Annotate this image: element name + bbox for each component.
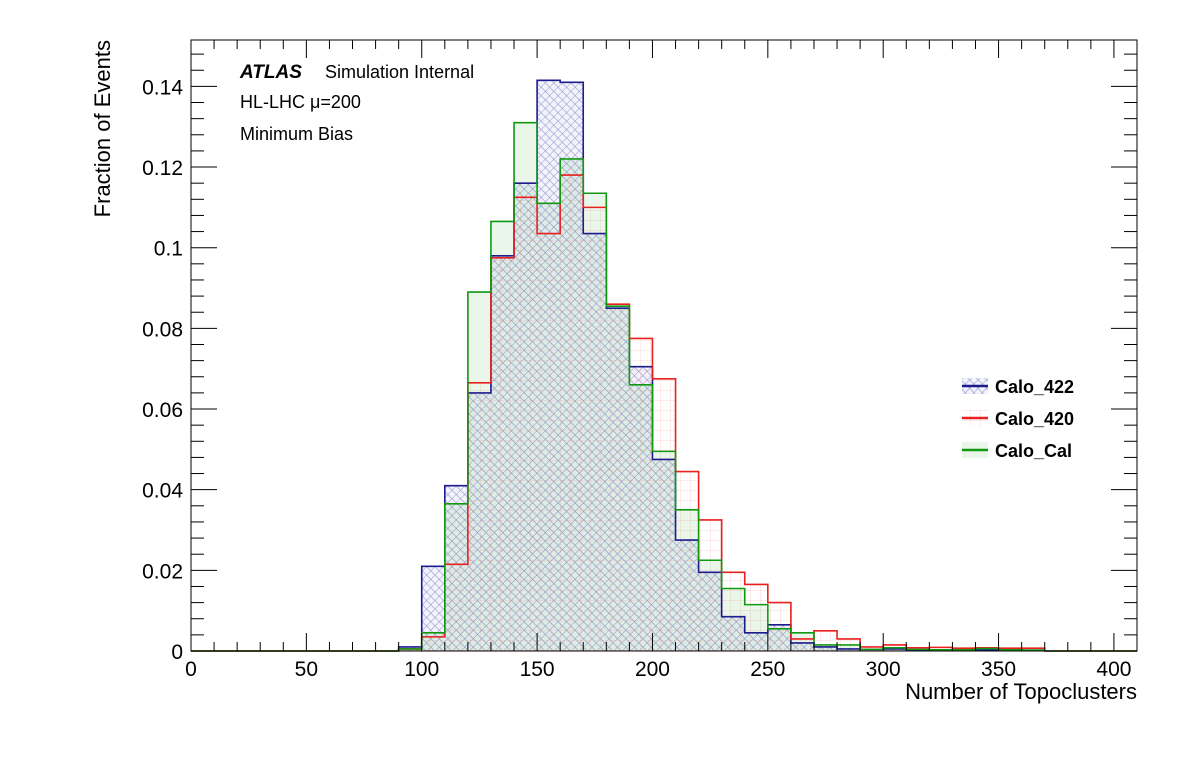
x-tick-label: 150 xyxy=(520,658,555,681)
legend-entry-Calo_420: Calo_420 xyxy=(962,409,1074,429)
x-tick-label: 250 xyxy=(750,658,785,681)
x-tick-label: 300 xyxy=(866,658,901,681)
legend-label: Calo_422 xyxy=(995,377,1074,397)
y-tick-label: 0.02 xyxy=(142,560,183,583)
x-tick-label: 400 xyxy=(1096,658,1131,681)
atlas-label: ATLAS xyxy=(239,62,302,83)
y-tick-label: 0.08 xyxy=(142,318,183,341)
legend-label: Calo_Cal xyxy=(995,441,1072,461)
legend-label: Calo_420 xyxy=(995,409,1074,429)
plot-border xyxy=(190,39,1138,652)
annotation-block: ATLAS Simulation Internal HL-LHC μ=200 M… xyxy=(239,62,474,144)
histogram-outlines xyxy=(191,79,1137,652)
y-tick-label: 0.06 xyxy=(142,399,183,422)
axis-tick-labels: 0 50 100 150 200 250 300 350 400 0 0.02 0.04 0.06 0.0… xyxy=(142,76,1131,681)
series-Calo_Cal xyxy=(191,121,1137,652)
legend-entry-Calo_422: Calo_422 xyxy=(962,377,1074,397)
y-tick-label: 0.1 xyxy=(154,238,183,261)
condition-label: HL-LHC μ=200 xyxy=(240,92,361,112)
series-fill-Calo_420 xyxy=(398,175,1045,652)
y-tick-label: 0.12 xyxy=(142,157,183,180)
x-tick-label: 350 xyxy=(981,658,1016,681)
series-fill-Calo_Cal xyxy=(398,122,1045,651)
legend: Calo_422 Calo_420 Calo_Cal xyxy=(962,377,1074,461)
x-tick-label: 100 xyxy=(404,658,439,681)
series-Calo_420 xyxy=(191,174,1137,652)
series-outline-Calo_Cal xyxy=(191,121,1137,652)
x-tick-label: 200 xyxy=(635,658,670,681)
y-tick-label: 0.14 xyxy=(142,76,183,99)
legend-entry-Calo_Cal: Calo_Cal xyxy=(962,441,1072,461)
atlas-suffix-label: Simulation Internal xyxy=(325,62,474,82)
plot-frame xyxy=(190,39,1138,652)
y-tick-label: 0 xyxy=(171,641,183,664)
axis-ticks xyxy=(190,40,1138,652)
x-axis-title: Number of Topoclusters xyxy=(905,679,1137,704)
y-tick-label: 0.04 xyxy=(142,480,183,503)
series-outline-Calo_420 xyxy=(191,174,1137,652)
x-tick-label: 50 xyxy=(295,658,318,681)
x-tick-label: 0 xyxy=(185,658,197,681)
y-axis-title: Fraction of Events xyxy=(90,40,115,217)
sample-label: Minimum Bias xyxy=(240,124,353,144)
